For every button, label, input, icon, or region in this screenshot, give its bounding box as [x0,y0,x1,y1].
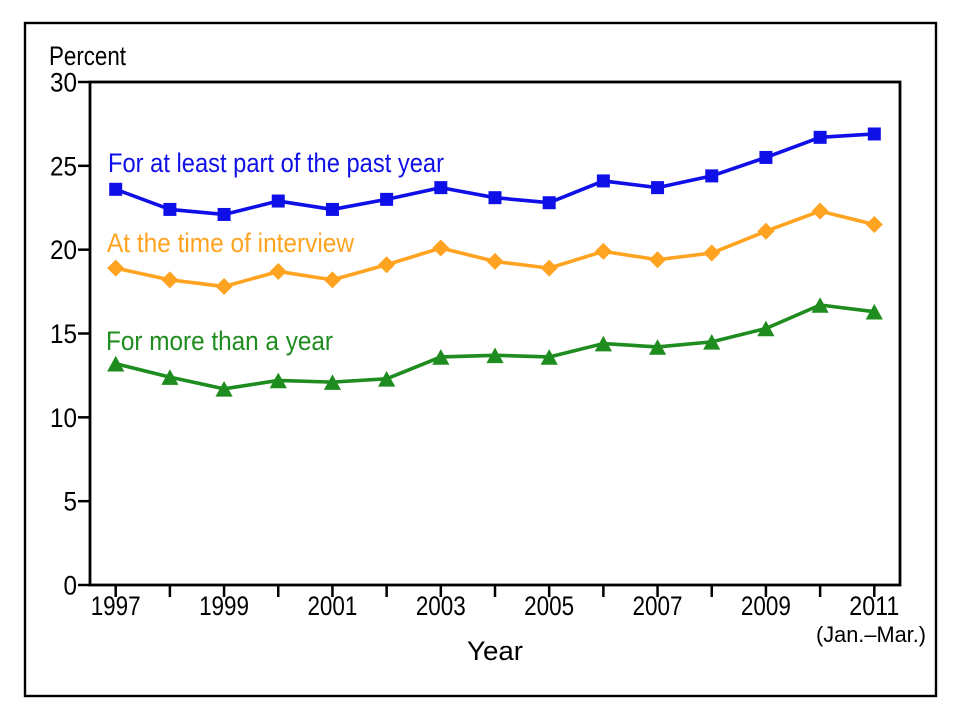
series-label-2: For more than a year [106,326,333,356]
x-axis-label: Year [467,636,523,666]
square-marker [325,202,339,216]
diamond-marker [486,252,504,270]
diamond-marker [703,244,721,262]
x-tick-label: 1999 [199,591,249,621]
y-tick-label: 10 [50,403,77,433]
triangle-marker [486,347,504,364]
x-tick-label: 2001 [307,591,357,621]
diamond-marker [649,251,667,269]
diamond-marker [865,216,883,234]
diamond-marker [378,256,396,274]
y-axis-ticks [78,80,90,587]
series-square [109,127,881,221]
y-tick-label: 30 [50,68,77,98]
triangle-marker [594,335,612,352]
series-diamond [107,202,883,296]
series-label-0: For at least part of the past year [108,148,444,178]
diamond-marker [540,259,558,277]
triangle-marker [757,320,775,337]
outer-frame [23,21,938,698]
diamond-marker [432,239,450,257]
x-axis-note: (Jan.–Mar.) [816,622,926,647]
diamond-marker [269,262,287,280]
triangle-marker [215,381,233,397]
square-marker [109,182,123,196]
triangle-marker [161,369,179,385]
square-marker [380,192,394,206]
square-marker [163,202,177,216]
square-marker [217,207,231,221]
x-tick-label: 2005 [524,591,574,621]
diamond-marker [161,271,179,289]
diamond-marker [757,222,775,240]
diamond-marker [594,242,612,260]
triangle-marker [865,303,883,320]
triangle-marker [269,372,287,389]
square-marker [705,169,719,183]
y-tick-label: 25 [50,151,77,181]
triangle-marker [323,374,342,390]
x-axis-ticks [114,585,876,597]
square-marker [759,150,773,164]
triangle-marker [811,297,829,313]
x-tick-label: 2011 [849,591,899,621]
y-tick-label: 0 [64,571,78,601]
square-marker [542,196,556,210]
x-tick-label: 2007 [633,591,683,621]
triangle-marker [540,349,558,365]
series-triangle [107,297,883,397]
square-marker [271,194,285,208]
data-series [107,127,883,397]
diamond-marker [107,259,125,277]
triangle-marker [703,334,721,350]
square-marker [596,174,610,188]
triangle-marker [432,349,450,365]
y-tick-label: 5 [64,487,78,517]
triangle-marker [648,339,667,355]
y-tick-label: 20 [50,235,77,265]
y-axis-tick-labels: 0 5 10 15 20 25 30 [50,68,77,601]
series-label-1: At the time of interview [107,228,354,258]
diamond-marker [215,278,233,296]
x-tick-label: 1997 [91,591,141,621]
diamond-marker [323,271,341,289]
square-marker [867,127,881,141]
square-marker [651,181,665,195]
y-axis-unit-label: Percent [49,41,126,71]
square-marker [813,130,827,144]
triangle-marker [107,355,125,372]
x-tick-label: 2009 [741,591,791,621]
series-inline-labels: For at least part of the past year At the… [106,148,444,356]
square-marker [488,191,502,205]
diamond-marker [811,202,829,220]
square-marker [434,181,448,195]
x-axis-tick-labels: 1997 1999 2001 2003 2005 2007 2009 2011 [91,591,900,621]
triangle-marker [378,370,396,387]
x-tick-label: 2003 [416,591,466,621]
y-tick-label: 15 [50,319,77,349]
